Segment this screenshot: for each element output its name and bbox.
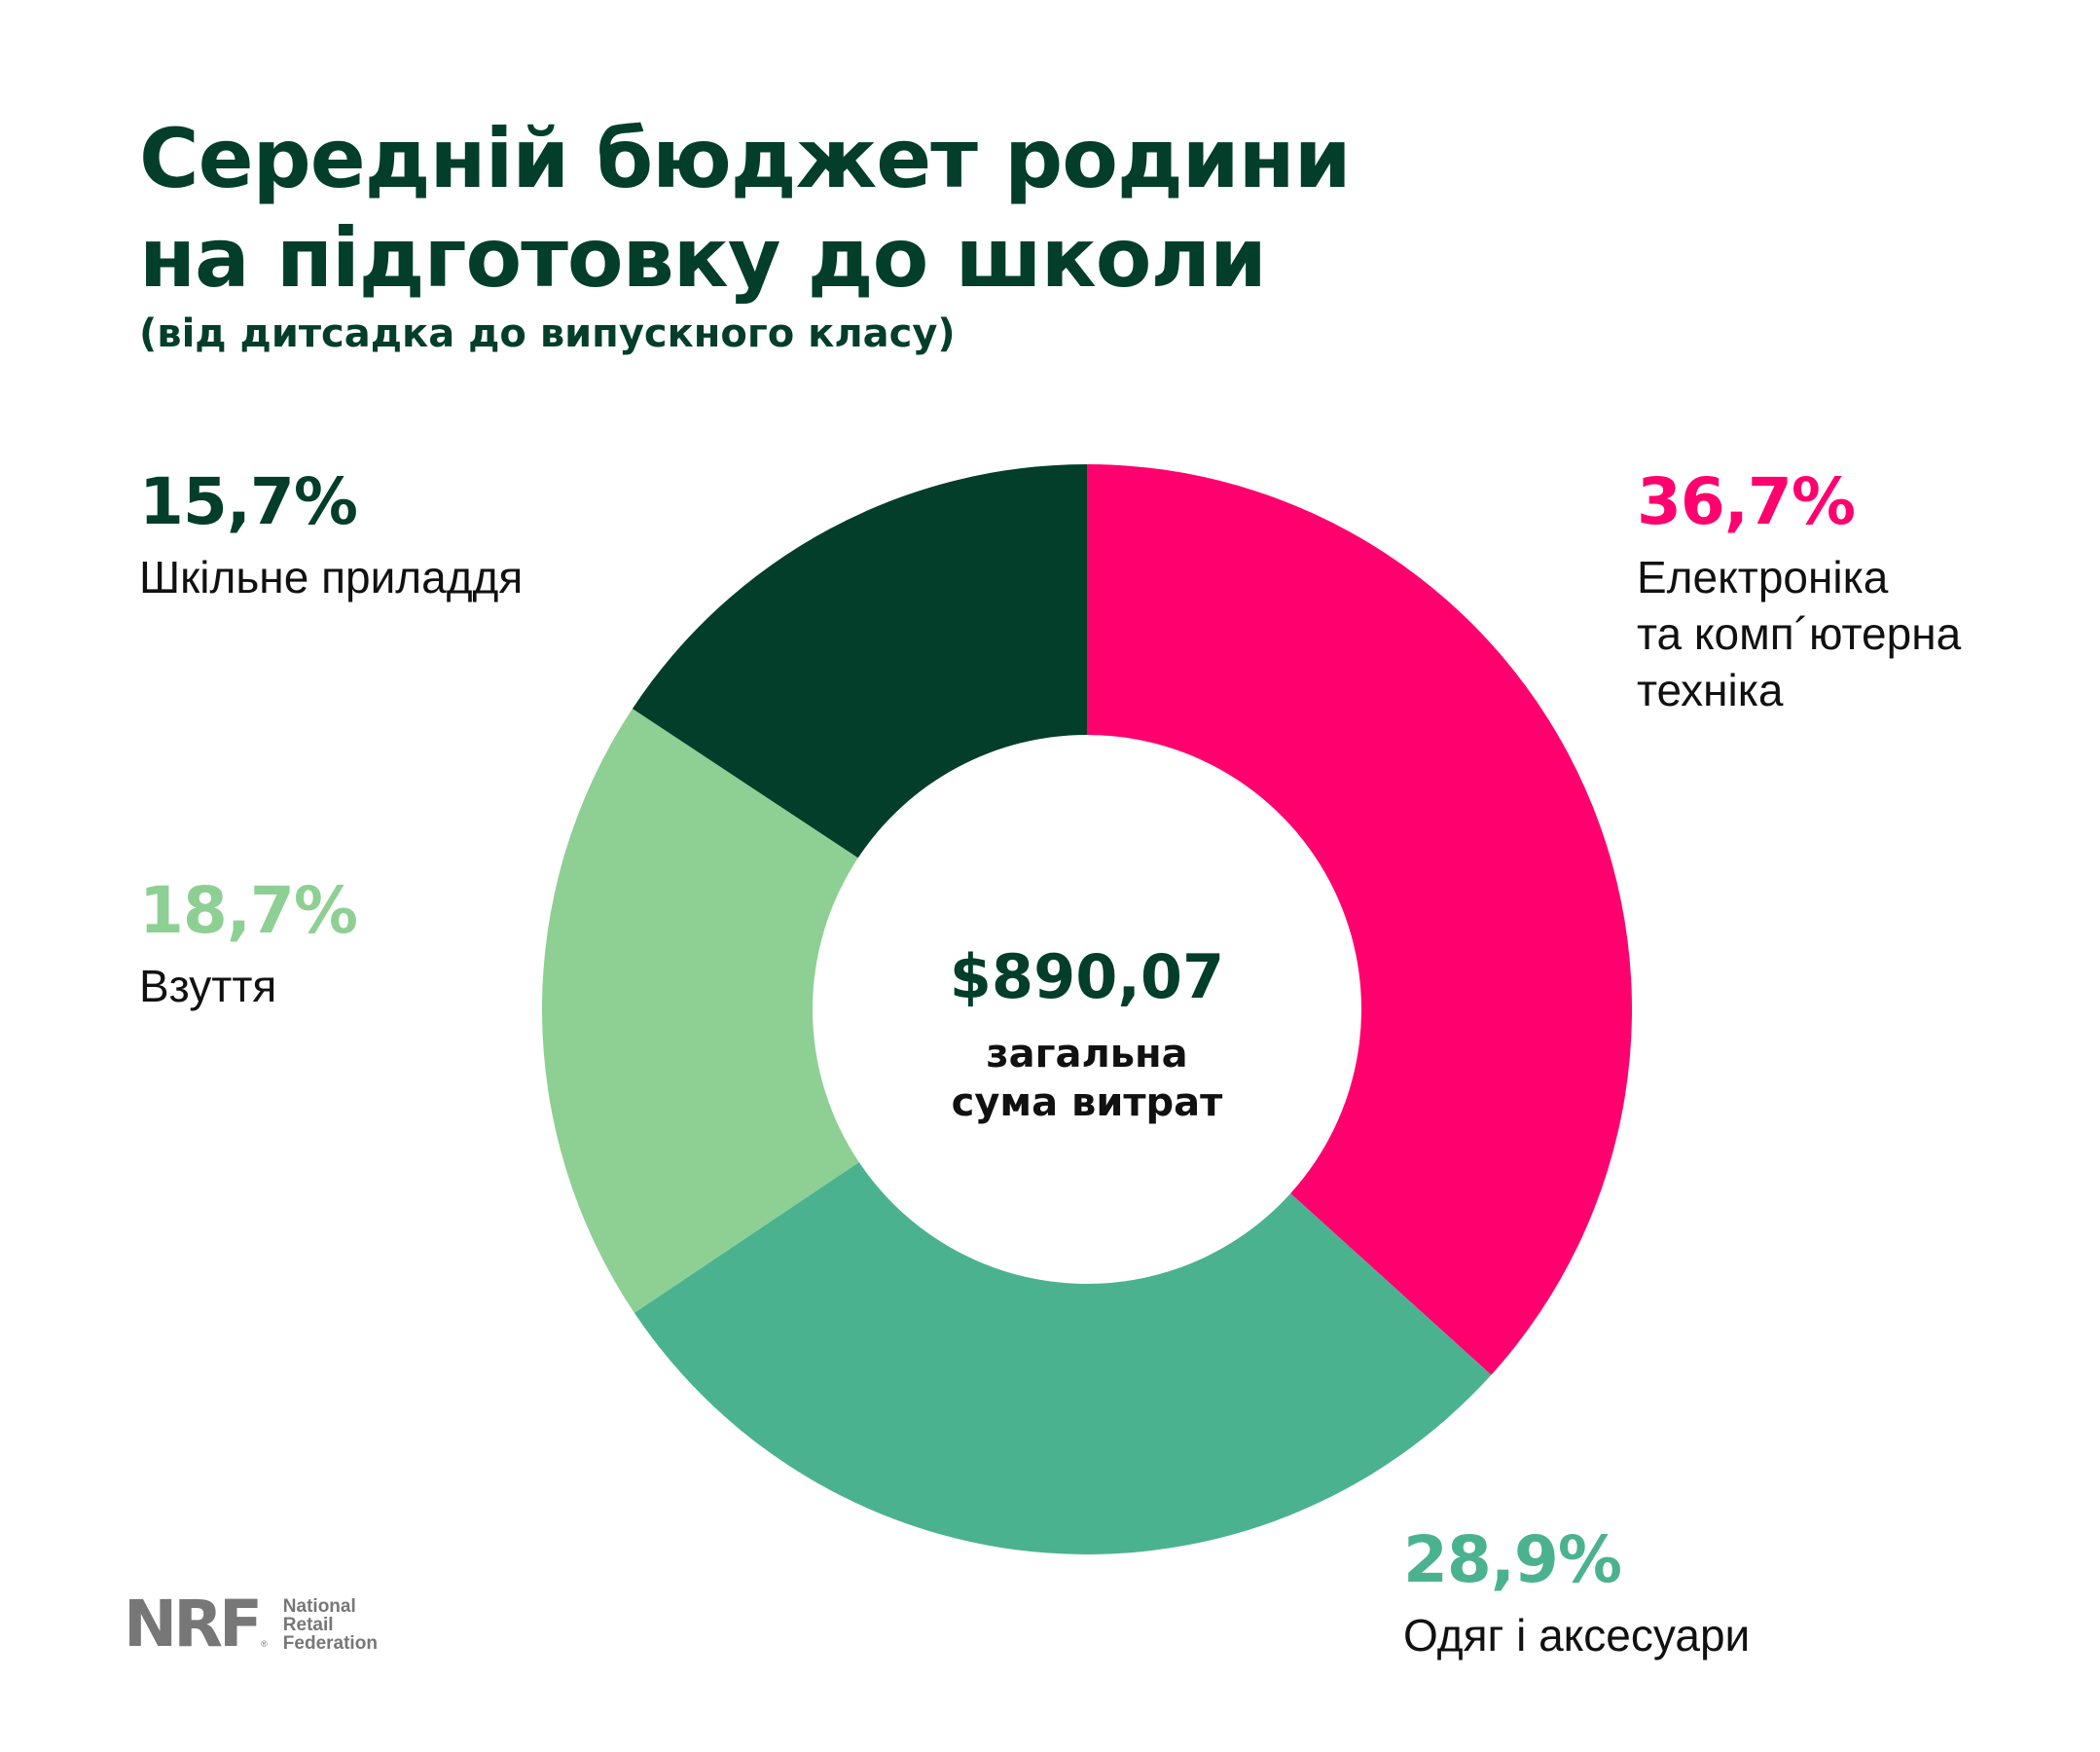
logo-text-line-2: Retail — [282, 1614, 334, 1635]
slice-label-electronics: 36,7% Електроніка та комп´ютерна техніка — [1637, 463, 1961, 718]
slice-percent-electronics: 36,7% — [1637, 464, 1856, 539]
donut-slice-clothing — [634, 1162, 1492, 1554]
slice-category-shoes-line-1: Взуття — [139, 961, 277, 1011]
slice-category-supplies: Шкільне приладдя — [139, 549, 523, 605]
slice-percent-clothing: 28,9% — [1403, 1522, 1622, 1597]
chart-title: Середній бюджет родини на підготовку до … — [139, 109, 1352, 308]
slice-category-electronics-line-2: та комп´ютерна — [1637, 608, 1962, 659]
slice-label-shoes: 18,7% Взуття — [139, 872, 358, 1014]
chart-subtitle: (від дитсадка до випускного класу) — [139, 311, 956, 356]
slice-category-electronics-line-3: техніка — [1637, 665, 1784, 715]
nrf-logo: NRF ® National Retail Federation — [124, 1592, 378, 1657]
total-caption-line-1: загальна — [986, 1032, 1188, 1077]
logo-text-line-3: Federation — [282, 1632, 378, 1654]
total-caption: загальна сума витрат — [946, 1030, 1228, 1127]
slice-category-clothing: Одяг і аксесуари — [1403, 1607, 1750, 1663]
title-line-1: Середній бюджет родини — [139, 111, 1352, 206]
logo-registered: ® — [261, 1639, 268, 1649]
slice-category-electronics: Електроніка та комп´ютерна техніка — [1637, 549, 1961, 718]
slice-category-clothing-line-1: Одяг і аксесуари — [1403, 1610, 1751, 1661]
donut-slice-electronics — [1087, 464, 1633, 1375]
slice-category-shoes: Взуття — [139, 958, 357, 1014]
center-total: $890,07 загальна сума витрат — [946, 942, 1228, 1127]
logo-text: National Retail Federation — [283, 1597, 378, 1653]
slice-category-electronics-line-1: Електроніка — [1637, 552, 1889, 602]
total-caption-line-2: сума витрат — [951, 1080, 1223, 1125]
logo-text-line-1: National — [282, 1595, 356, 1617]
slice-percent-supplies: 15,7% — [139, 464, 358, 539]
slice-label-supplies: 15,7% Шкільне приладдя — [139, 463, 523, 605]
donut-slice-supplies — [632, 464, 1087, 858]
slice-percent-shoes: 18,7% — [139, 873, 358, 948]
total-value: $890,07 — [949, 941, 1225, 1012]
slice-category-supplies-line-1: Шкільне приладдя — [139, 552, 524, 602]
donut-slice-shoes — [542, 709, 859, 1313]
slice-label-clothing: 28,9% Одяг і аксесуари — [1403, 1521, 1750, 1663]
title-line-2: на підготовку до школи — [139, 210, 1267, 306]
logo-mark: NRF — [124, 1587, 263, 1661]
